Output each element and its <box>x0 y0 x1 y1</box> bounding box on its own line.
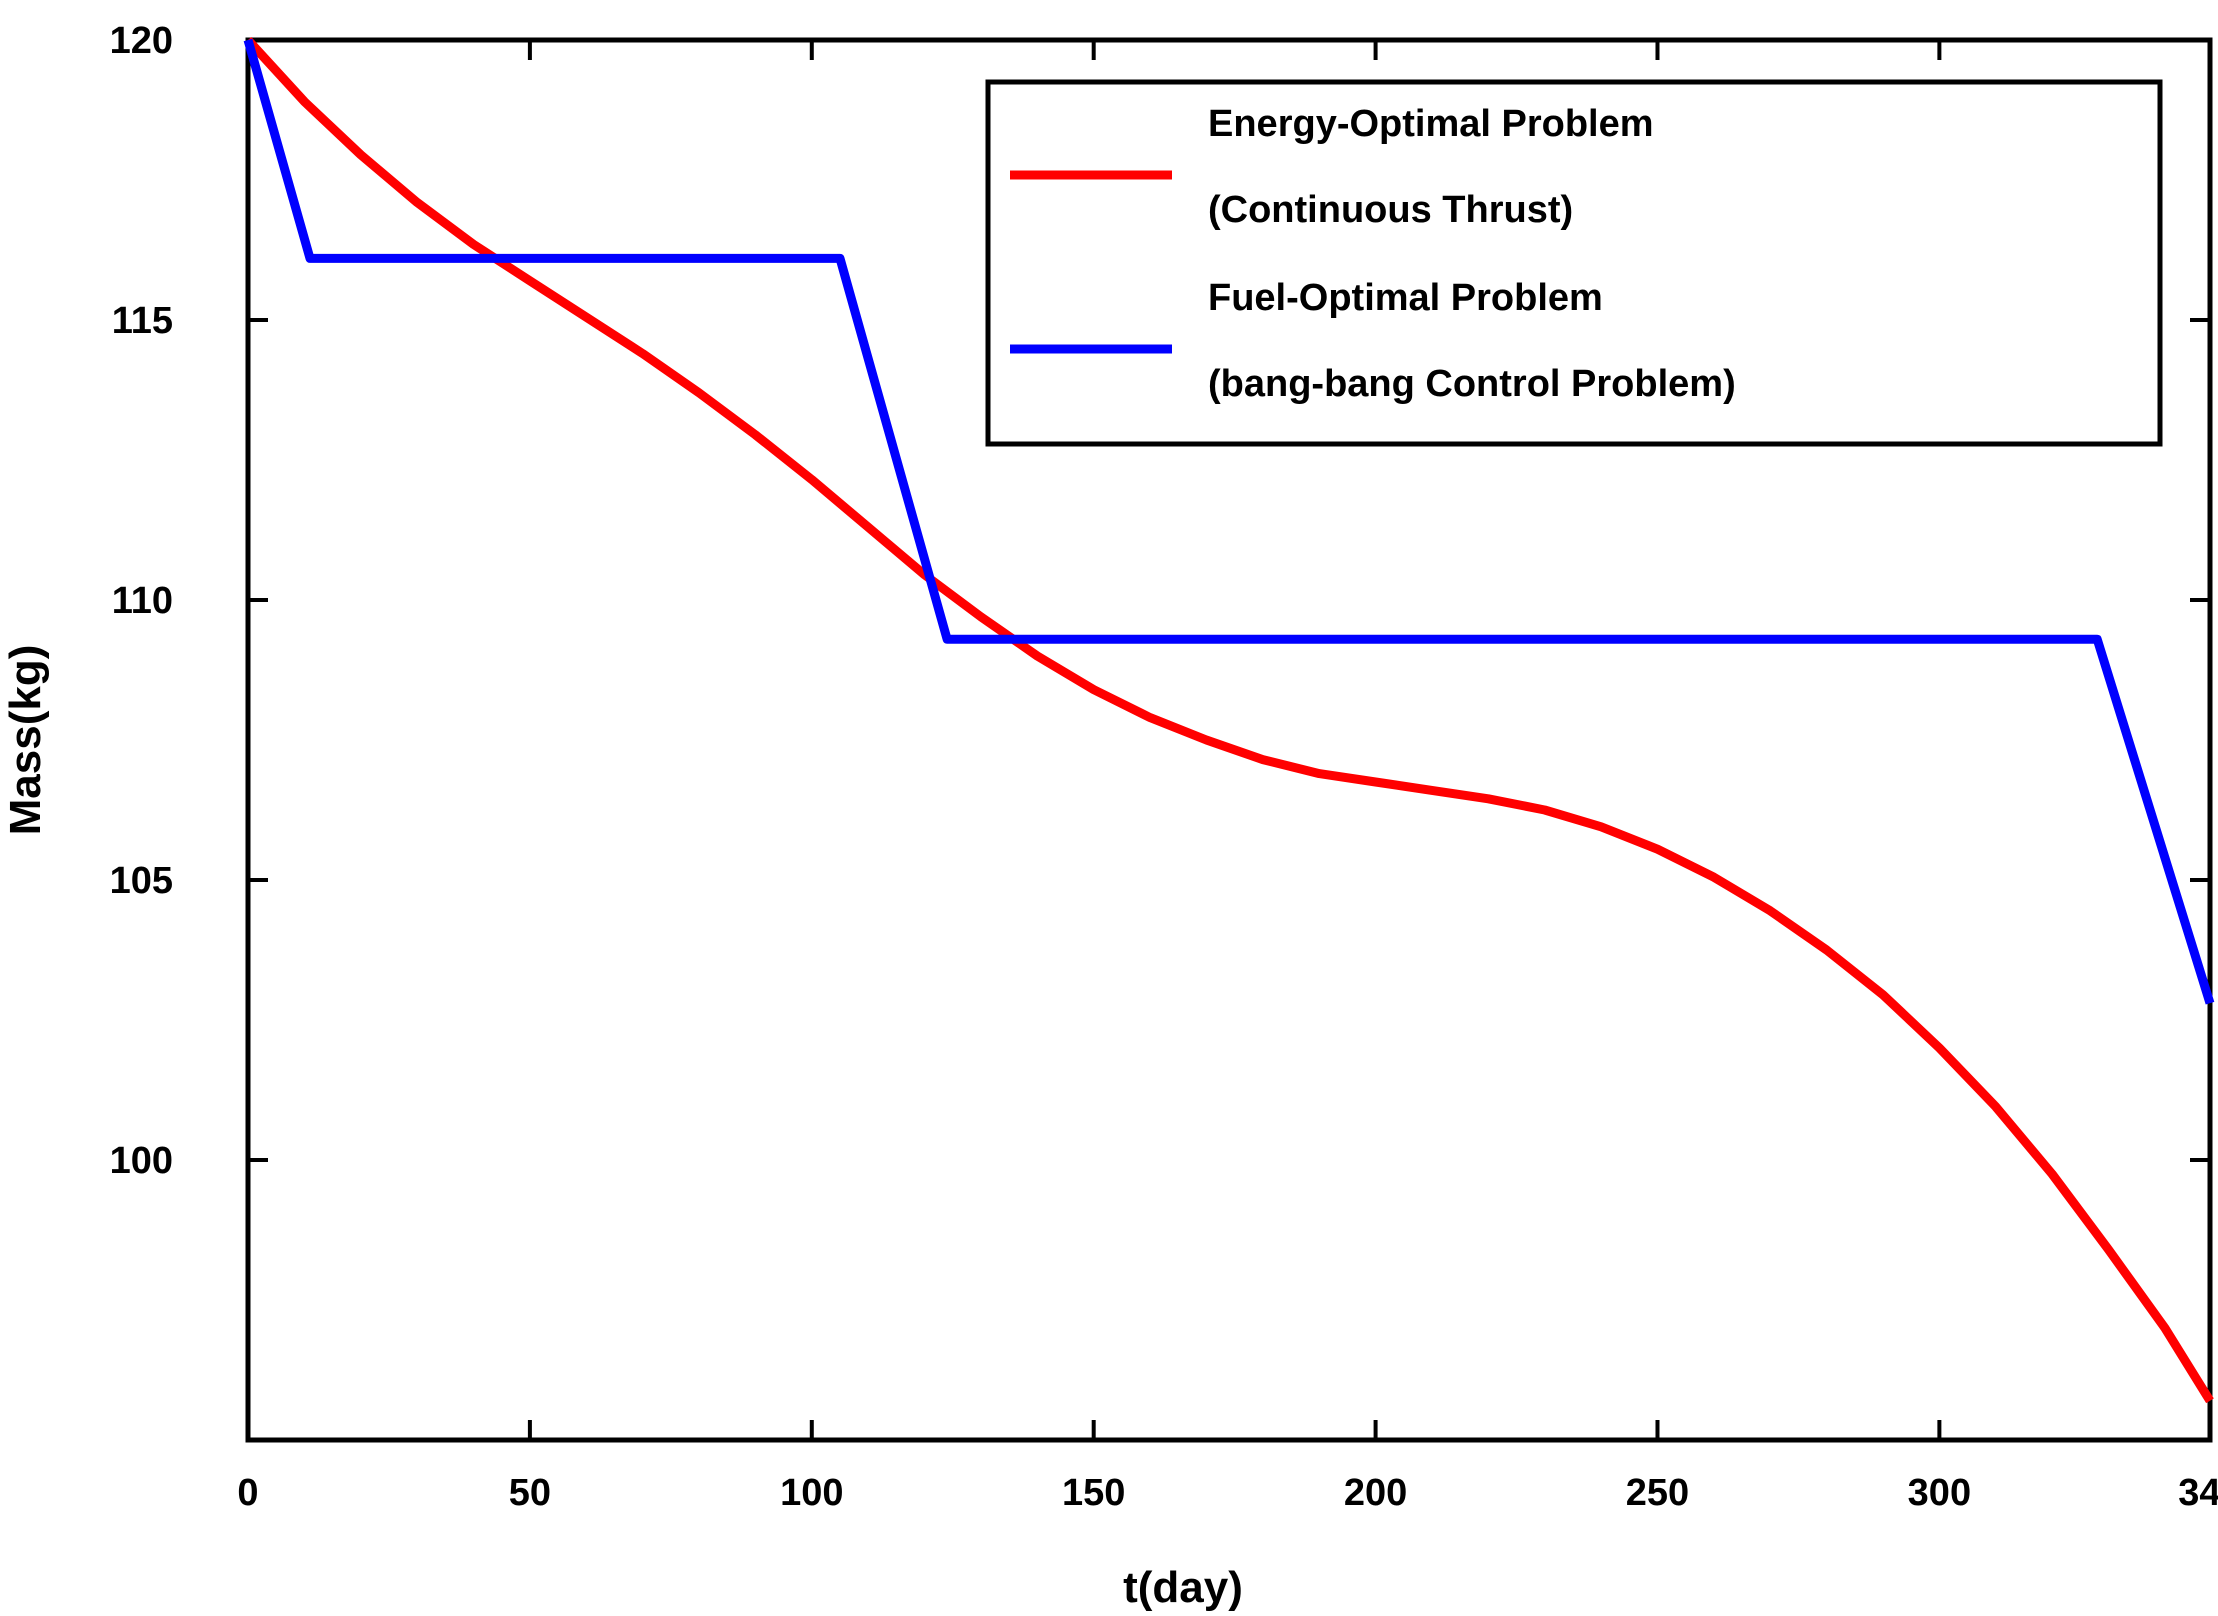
legend: Energy-Optimal Problem (Continuous Thrus… <box>985 79 2163 447</box>
y-tick-label: 105 <box>110 860 173 902</box>
x-tick-label: 50 <box>509 1472 551 1514</box>
legend-label-fuel-optimal-line2: (bang-bang Control Problem) <box>1208 363 1736 405</box>
x-tick-label: 348 <box>2178 1472 2218 1514</box>
y-tick-label: 115 <box>112 300 173 342</box>
y-tick-label: 110 <box>112 580 173 622</box>
series-line-fuel-optimal-problem <box>243 38 2215 1005</box>
series-line-energy-optimal-problem <box>244 36 2214 1404</box>
x-tick-label: 150 <box>1062 1472 1125 1514</box>
tick-labels: 0 50 100 150 200 250 300 348 100 105 110 115 120 <box>110 20 2218 1514</box>
legend-label-energy-optimal-line1: Energy-Optimal Problem <box>1208 103 1654 145</box>
legend-label-fuel-optimal-line1: Fuel-Optimal Problem <box>1208 277 1603 319</box>
x-tick-label: 250 <box>1626 1472 1689 1514</box>
y-tick-label: 120 <box>110 20 173 62</box>
axis-ticks <box>246 38 2212 1440</box>
y-axis-title: Mass(kg) <box>1 645 50 836</box>
plot-frame <box>245 37 2213 1443</box>
x-tick-label: 0 <box>237 1472 258 1514</box>
x-tick-label: 200 <box>1344 1472 1407 1514</box>
legend-box <box>985 79 2163 447</box>
x-tick-label: 100 <box>780 1472 843 1514</box>
legend-label-energy-optimal-line2: (Continuous Thrust) <box>1208 189 1573 231</box>
series-layer <box>243 36 2215 1404</box>
y-tick-label: 100 <box>110 1140 173 1182</box>
x-tick-label: 300 <box>1908 1472 1971 1514</box>
x-axis-title: t(day) <box>1123 1563 1243 1612</box>
